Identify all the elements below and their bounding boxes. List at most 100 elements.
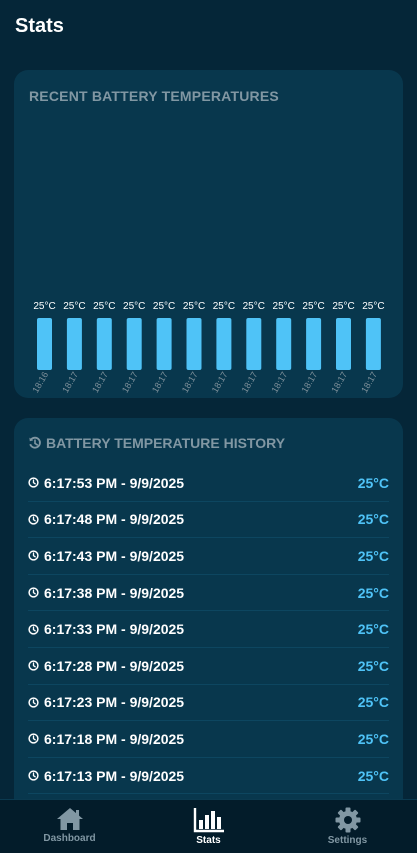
chart-data-label: 25°C [273,301,295,312]
clock-icon [28,733,39,745]
bottom-nav: Dashboard Stats Settings [0,799,417,853]
app-header: Stats [0,0,417,56]
clock-icon [28,697,39,708]
chart-data-label: 25°C [362,301,384,312]
chart-bar [276,318,292,370]
clock-icon [28,477,39,488]
chart-data-label: 25°C [213,301,235,312]
chart-bar [216,318,232,370]
history-icon [29,436,41,449]
chart-bar [156,318,172,370]
chart-bar [66,318,82,370]
history-row-left: 6:17:18 PM - 9/9/2025 [28,731,184,747]
history-row: 6:17:38 PM - 9/9/2025 25°C [28,575,389,612]
history-row-left: 6:17:53 PM - 9/9/2025 [28,475,184,491]
recent-temperatures-card: RECENT BATTERY TEMPERATURES 25°C 18:16 25°… [14,70,403,398]
nav-item-dashboard[interactable]: Dashboard [0,800,139,853]
history-row-temp: 25°C [357,767,389,784]
chart-data-label: 25°C [332,301,354,312]
chart-bar [336,318,351,370]
history-row-time: 6:17:18 PM - 9/9/2025 [44,730,185,747]
bar-chart-icon [193,808,224,833]
chart-tick-label: 18:17 [90,370,110,395]
chart-bar [126,318,142,370]
history-row-left: 6:17:33 PM - 9/9/2025 [28,621,184,637]
history-row: 6:17:13 PM - 9/9/2025 25°C [28,758,389,795]
history-row-time: 6:17:53 PM - 9/9/2025 [44,474,185,491]
history-row-temp: 25°C [357,547,389,564]
temperature-bar-chart: 25°C 18:16 25°C 18:17 25°C 18:17 25°C 18:17 25°C… [30,301,384,395]
history-row: 6:17:23 PM - 9/9/2025 25°C [28,685,389,722]
chart-card-title: RECENT BATTERY TEMPERATURES [29,88,279,104]
clock-icon [28,770,39,781]
history-row-left: 6:17:13 PM - 9/9/2025 [28,768,184,784]
chart-tick-label: 18:17 [180,370,200,395]
history-row-time: 6:17:48 PM - 9/9/2025 [44,511,185,528]
history-row: 6:17:43 PM - 9/9/2025 25°C [28,538,389,575]
history-row-temp: 25°C [357,621,389,638]
chart-bar [96,318,112,370]
chart-bar [37,318,52,370]
history-row: 6:17:28 PM - 9/9/2025 25°C [28,648,389,685]
clock-icon [28,587,39,598]
clock-icon [28,624,39,635]
chart-data-label: 25°C [63,301,85,312]
history-row-time: 6:17:38 PM - 9/9/2025 [44,584,185,601]
chart-tick-label: 18:17 [359,370,379,395]
nav-label-stats: Stats [196,835,221,846]
home-icon [56,808,83,830]
history-row-time: 6:17:23 PM - 9/9/2025 [44,694,185,711]
nav-label-settings: Settings [327,835,368,846]
nav-item-stats[interactable]: Stats [139,800,278,853]
history-row: 6:17:48 PM - 9/9/2025 25°C [28,502,389,539]
history-row-temp: 25°C [357,730,389,747]
chart-data-label: 25°C [183,301,205,312]
chart-data-label: 25°C [123,301,145,312]
gear-icon [335,807,360,833]
chart-data-label: 25°C [93,301,115,312]
history-row-left: 6:17:23 PM - 9/9/2025 [28,694,184,710]
history-row-left: 6:17:43 PM - 9/9/2025 [28,548,184,564]
chart-bar [246,318,262,370]
history-row-temp: 25°C [357,694,389,711]
history-row-temp: 25°C [357,584,389,601]
temperature-history-card: BATTERY TEMPERATURE HISTORY 6:17:53 PM -… [14,418,403,818]
history-row-time: 6:17:28 PM - 9/9/2025 [44,657,185,674]
chart-tick-label: 18:17 [210,370,230,395]
history-title: BATTERY TEMPERATURE HISTORY [28,435,285,451]
chart-bar [365,318,381,370]
clock-icon [28,550,39,562]
nav-item-settings[interactable]: Settings [278,800,417,853]
history-row-temp: 25°C [357,474,389,491]
history-list: 6:17:53 PM - 9/9/2025 25°C 6:17:48 PM - 9/… [14,465,403,795]
history-row-time: 6:17:33 PM - 9/9/2025 [44,621,185,638]
chart-tick-label: 18:17 [60,370,80,395]
history-row-temp: 25°C [357,511,389,528]
chart-tick-label: 18:17 [329,370,349,395]
history-row: 6:17:18 PM - 9/9/2025 25°C [28,721,389,758]
history-row: 6:17:33 PM - 9/9/2025 25°C [28,611,389,648]
history-row-left: 6:17:38 PM - 9/9/2025 [28,585,184,601]
nav-label-dashboard: Dashboard [43,833,96,844]
chart-tick-label: 18:17 [270,370,290,395]
chart-tick-label: 18:17 [299,370,319,395]
history-row-temp: 25°C [357,657,389,674]
history-row: 6:17:53 PM - 9/9/2025 25°C [28,465,389,502]
clock-icon [28,660,39,671]
chart-bar [186,318,202,370]
history-row-left: 6:17:28 PM - 9/9/2025 [28,658,184,674]
chart-data-label: 25°C [33,301,55,312]
history-row-left: 6:17:48 PM - 9/9/2025 [28,511,184,527]
page-title: Stats [15,15,64,37]
chart-bar [306,318,322,370]
chart-data-label: 25°C [153,301,175,312]
chart-tick-label: 18:17 [240,370,260,395]
clock-icon [28,514,39,525]
chart-tick-label: 18:17 [150,370,170,395]
chart-data-label: 25°C [302,301,324,312]
history-row-time: 6:17:13 PM - 9/9/2025 [44,767,185,784]
history-title-text: BATTERY TEMPERATURE HISTORY [46,435,286,451]
chart-tick-label: 18:17 [120,370,140,395]
history-row-time: 6:17:43 PM - 9/9/2025 [44,547,185,564]
chart-tick-label: 18:16 [30,370,50,395]
